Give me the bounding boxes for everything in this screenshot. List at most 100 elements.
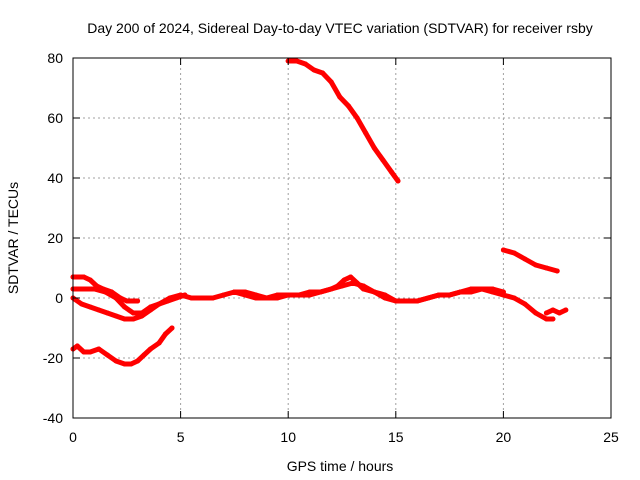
x-tick-label: 15 bbox=[388, 429, 404, 445]
y-tick-label: -20 bbox=[43, 350, 63, 366]
data-point bbox=[543, 316, 549, 322]
data-point bbox=[522, 256, 528, 262]
series-s7 bbox=[285, 58, 401, 184]
data-point bbox=[361, 286, 366, 292]
data-point bbox=[296, 292, 302, 298]
data-point bbox=[74, 343, 80, 349]
data-point bbox=[253, 292, 259, 298]
data-point bbox=[563, 307, 569, 313]
data-point bbox=[87, 277, 93, 283]
data-point bbox=[393, 298, 399, 304]
y-tick-label: -40 bbox=[43, 410, 63, 426]
data-point bbox=[354, 280, 360, 286]
data-point bbox=[242, 289, 248, 295]
data-point bbox=[210, 295, 216, 301]
data-point bbox=[511, 295, 517, 301]
data-point bbox=[199, 295, 205, 301]
data-point bbox=[135, 358, 141, 364]
series-s9 bbox=[543, 307, 569, 316]
data-point bbox=[96, 307, 102, 313]
y-tick-label: 40 bbox=[47, 170, 63, 186]
data-point bbox=[328, 79, 334, 85]
series-line bbox=[285, 58, 401, 184]
data-point bbox=[311, 67, 317, 73]
y-axis-label: SDTVAR / TECUs bbox=[5, 182, 21, 294]
data-point bbox=[363, 130, 369, 136]
data-point bbox=[328, 286, 334, 292]
data-point bbox=[457, 289, 463, 295]
data-point bbox=[104, 352, 110, 358]
data-point bbox=[77, 286, 82, 292]
data-point bbox=[490, 289, 496, 295]
series-s1 bbox=[70, 325, 175, 367]
data-point bbox=[87, 349, 93, 355]
data-point bbox=[500, 247, 506, 253]
data-point bbox=[533, 262, 539, 268]
data-point bbox=[122, 316, 128, 322]
data-point bbox=[425, 295, 431, 301]
data-point bbox=[395, 178, 401, 184]
data-point bbox=[346, 103, 351, 109]
data-point bbox=[264, 295, 270, 301]
x-tick-label: 5 bbox=[177, 429, 185, 445]
data-point bbox=[371, 145, 377, 151]
data-point bbox=[556, 310, 562, 316]
data-point bbox=[382, 295, 388, 301]
y-tick-label: 80 bbox=[47, 50, 63, 66]
data-point bbox=[74, 274, 80, 280]
data-point bbox=[447, 292, 453, 298]
series-s8 bbox=[500, 247, 560, 274]
data-point bbox=[221, 292, 227, 298]
data-point bbox=[341, 277, 347, 283]
data-point bbox=[102, 289, 108, 295]
data-point bbox=[500, 292, 506, 298]
data-point bbox=[156, 301, 162, 307]
series-line bbox=[500, 247, 560, 274]
data-point bbox=[543, 265, 549, 271]
data-point bbox=[163, 331, 168, 337]
data-point bbox=[148, 346, 153, 352]
data-point bbox=[371, 289, 377, 295]
data-point bbox=[178, 292, 184, 298]
series-line bbox=[543, 307, 569, 316]
data-point bbox=[124, 298, 130, 304]
data-point bbox=[335, 283, 341, 289]
data-point bbox=[468, 286, 474, 292]
data-point bbox=[479, 286, 485, 292]
data-point bbox=[156, 340, 162, 346]
data-point bbox=[167, 295, 173, 301]
data-point bbox=[543, 310, 549, 316]
x-tick-label: 10 bbox=[280, 429, 296, 445]
data-point bbox=[380, 157, 386, 163]
data-point bbox=[414, 298, 420, 304]
data-point bbox=[337, 94, 343, 100]
data-point bbox=[96, 346, 102, 352]
series-line bbox=[70, 325, 175, 367]
data-point bbox=[139, 313, 145, 319]
data-point bbox=[104, 310, 110, 316]
data-point bbox=[87, 304, 93, 310]
data-point bbox=[81, 274, 87, 280]
data-point bbox=[550, 316, 556, 322]
data-point bbox=[354, 115, 360, 121]
data-point bbox=[83, 286, 89, 292]
data-point bbox=[348, 274, 354, 280]
data-point bbox=[141, 352, 147, 358]
data-point bbox=[522, 301, 528, 307]
x-tick-label: 25 bbox=[603, 429, 619, 445]
grid-lines bbox=[73, 58, 611, 418]
data-series bbox=[70, 58, 569, 367]
data-point bbox=[320, 70, 326, 76]
data-point bbox=[511, 250, 517, 256]
data-point bbox=[389, 169, 394, 175]
data-point bbox=[92, 286, 97, 292]
chart-title: Day 200 of 2024, Sidereal Day-to-day VTE… bbox=[87, 20, 593, 36]
data-point bbox=[169, 325, 175, 331]
series-line bbox=[231, 274, 377, 301]
data-point bbox=[113, 313, 119, 319]
data-point bbox=[128, 361, 134, 367]
data-point bbox=[554, 268, 560, 274]
data-point bbox=[318, 289, 323, 295]
data-point bbox=[113, 358, 119, 364]
data-point bbox=[307, 289, 313, 295]
